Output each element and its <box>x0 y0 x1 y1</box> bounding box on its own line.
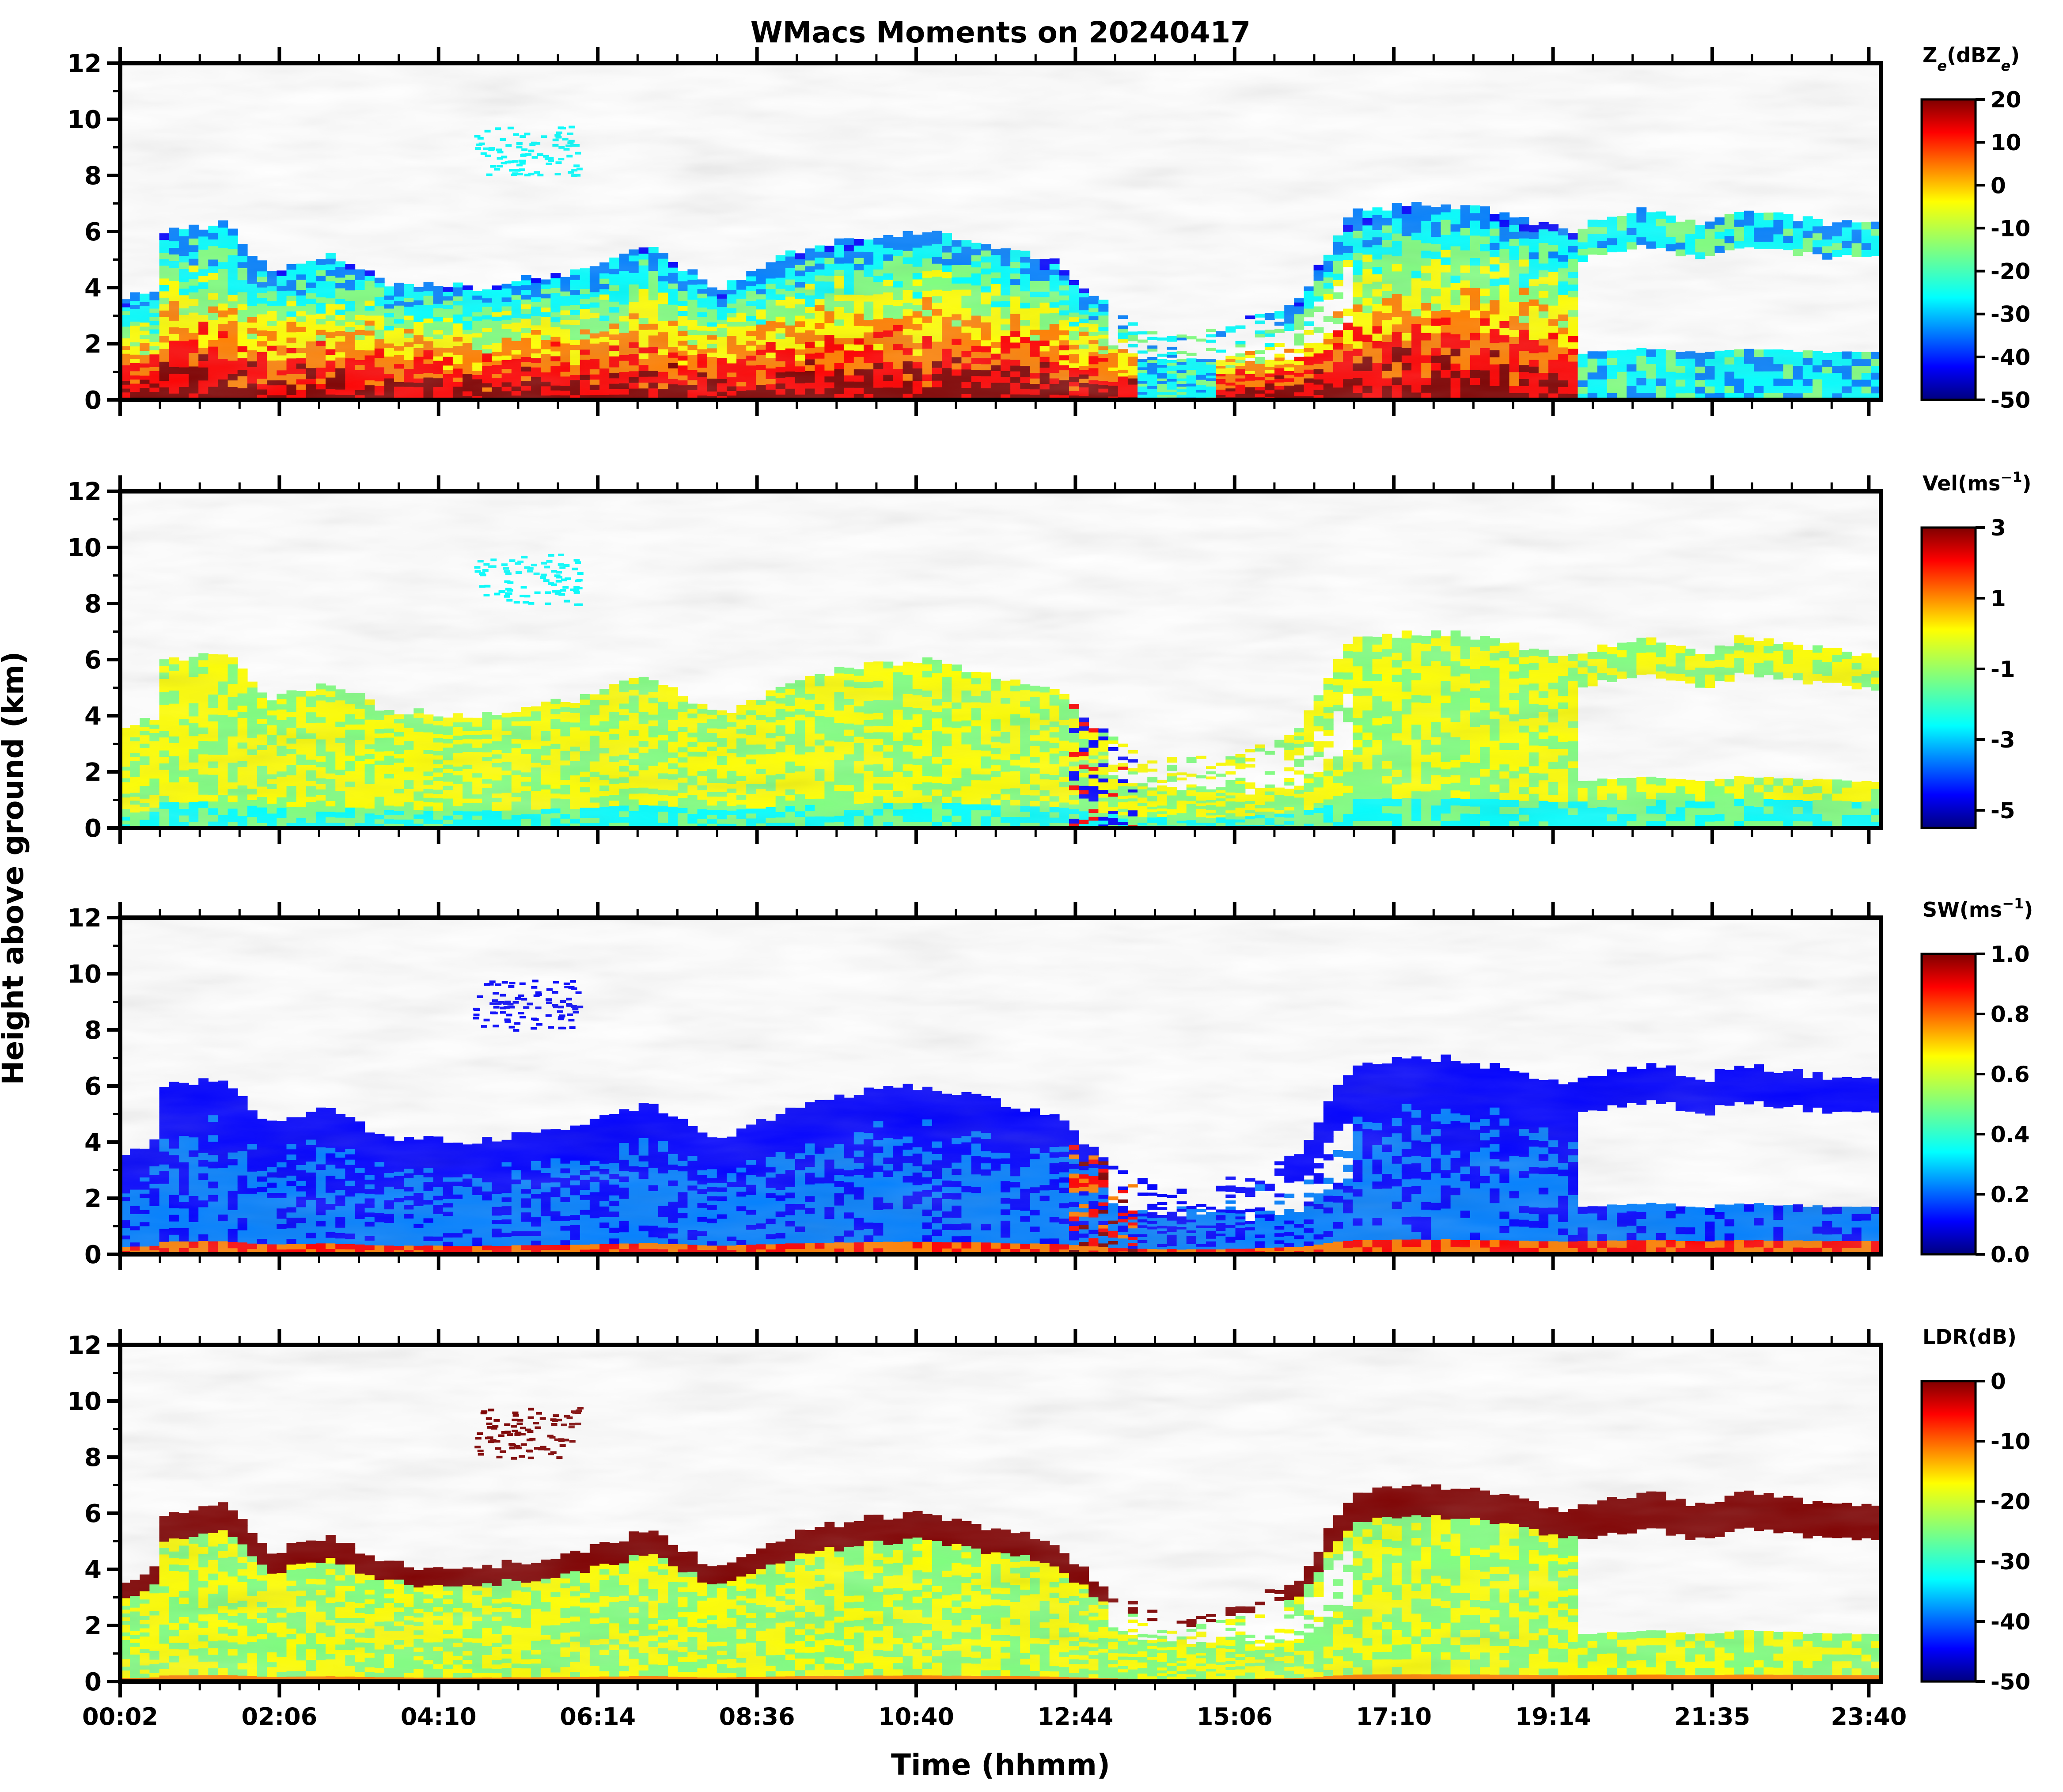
colorbar-tick-label: 10 <box>1991 130 2021 156</box>
reflectivity-texture <box>120 63 1881 400</box>
figure-title: WMacs Moments on 20240417 <box>751 15 1251 49</box>
y-tick-label: 12 <box>67 49 102 78</box>
y-tick-label: 2 <box>84 330 102 359</box>
colorbar-tick-label: -30 <box>1991 302 2030 327</box>
colorbar-tick-label: -20 <box>1991 259 2030 285</box>
panels-group: 0 2 4 6 8 10 12 20 10 0 -10 -20 -30 -40 -50 Ze(dBZe) 024… <box>67 43 2033 1731</box>
y-tick-label: 0 <box>84 386 102 415</box>
colorbar-tick-label: -10 <box>1991 216 2030 241</box>
reflectivity-colorbar: 20 10 0 -10 -20 -30 -40 -50 Ze(dBZe) <box>1920 43 2030 413</box>
reflectivity-colorbar-gradient <box>1920 98 1977 401</box>
velocity-field <box>120 491 1881 828</box>
x-axis-label: Time (hhmm) <box>891 1748 1110 1782</box>
y-tick-label: 10 <box>67 106 102 134</box>
colorbar-tick-label: -40 <box>1991 345 2030 370</box>
y-tick-label: 4 <box>84 274 102 303</box>
reflectivity-colorbar-label: Ze(dBZe) <box>1923 43 2020 74</box>
y-axis-label: Height above ground (km) <box>0 651 30 1085</box>
panel-reflectivity: 0 2 4 6 8 10 12 20 10 0 -10 -20 -30 -40 -50 Ze(dBZe) <box>67 43 2030 416</box>
reflectivity-field <box>120 63 1881 400</box>
y-tick-label: 6 <box>84 218 102 247</box>
colorbar-tick-label: 0 <box>1991 173 2006 198</box>
colorbar-tick-label: -50 <box>1991 387 2030 413</box>
y-tick-label: 8 <box>84 162 102 190</box>
colorbar-tick-label: 20 <box>1991 87 2021 113</box>
